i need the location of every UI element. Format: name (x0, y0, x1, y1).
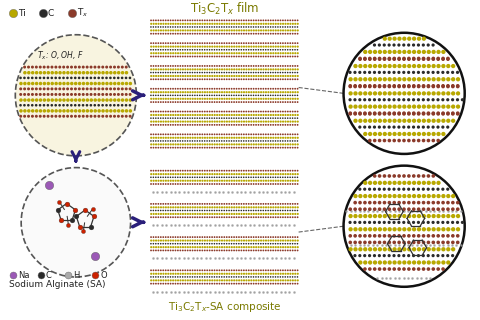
Circle shape (21, 168, 131, 277)
Circle shape (344, 166, 465, 287)
Text: T$_x$: T$_x$ (77, 7, 88, 20)
Text: Sodium Alginate (SA): Sodium Alginate (SA) (10, 280, 106, 289)
Text: C: C (46, 271, 51, 280)
Text: Na: Na (18, 271, 30, 280)
Text: H: H (73, 271, 79, 280)
Text: Ti$_3$C$_2$T$_x$-SA composite: Ti$_3$C$_2$T$_x$-SA composite (168, 300, 281, 314)
Text: O: O (100, 271, 107, 280)
Text: $T_x$: O, OH, F: $T_x$: O, OH, F (37, 49, 84, 62)
Circle shape (15, 35, 136, 156)
Text: Ti$_3$C$_2$T$_x$ film: Ti$_3$C$_2$T$_x$ film (190, 1, 259, 17)
Circle shape (344, 33, 465, 154)
Text: C: C (48, 9, 54, 18)
Text: Ti: Ti (18, 9, 26, 18)
